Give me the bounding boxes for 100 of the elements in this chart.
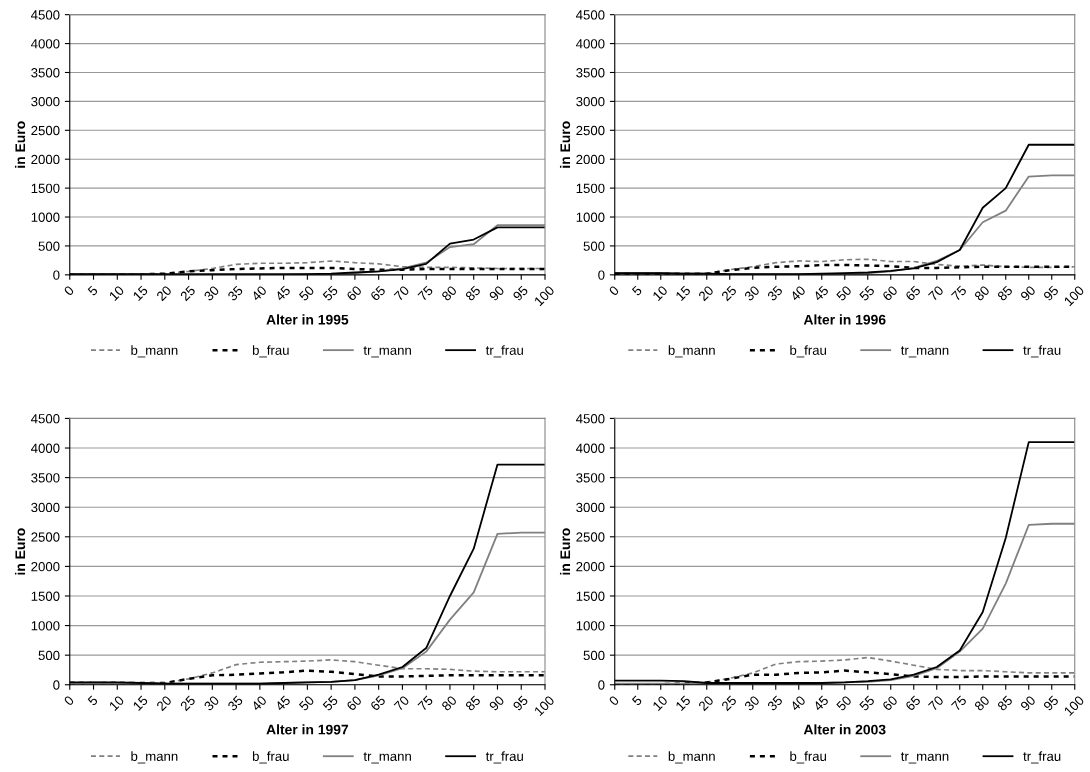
x-tick-label: 65 [369, 695, 386, 712]
x-tick-label: 30 [203, 695, 220, 712]
legend-label: b_mann [668, 751, 715, 764]
y-tick-label: 3000 [31, 502, 60, 513]
x-tick-label: 10 [652, 695, 669, 711]
x-tick-label: 70 [393, 695, 410, 712]
legend-label: b_mann [131, 345, 178, 358]
x-tick-label: 55 [322, 695, 339, 712]
y-tick-label: 500 [583, 650, 605, 661]
x-tick-label: 70 [927, 695, 945, 712]
x-tick-label: 5 [87, 695, 99, 707]
y-axis-title: in Euro [14, 121, 26, 168]
x-tick-label: 100 [1063, 695, 1085, 717]
y-tick-label: 0 [598, 680, 605, 690]
legend-label: tr_frau [485, 751, 523, 764]
y-tick-label: 500 [38, 241, 60, 251]
x-tick-label: 80 [973, 695, 991, 712]
y-tick-label: 3500 [576, 68, 605, 78]
y-tick-label: 4000 [30, 443, 60, 453]
x-tick-label: 55 [858, 285, 876, 302]
y-tick-label: 4500 [30, 10, 60, 20]
x-tick-label: 15 [132, 695, 149, 711]
x-tick-label: 15 [132, 285, 149, 302]
x-tick-label: 60 [346, 285, 363, 302]
y-tick-label: 2500 [31, 532, 60, 542]
y-axis-title: in Euro [559, 121, 571, 168]
x-tick-label: 15 [675, 285, 692, 302]
x-tick-label: 95 [512, 695, 529, 712]
x-tick-label: 85 [464, 285, 482, 302]
y-tick-label: 4500 [30, 413, 60, 424]
legend-label: tr_frau [485, 345, 523, 358]
legend-label: tr_mann [900, 346, 949, 358]
x-tick-label: 40 [789, 285, 807, 302]
x-tick-label: 45 [812, 285, 830, 302]
y-tick-label: 0 [53, 680, 60, 690]
x-tick-label: 45 [812, 695, 830, 712]
x-tick-label: 25 [720, 285, 738, 302]
x-tick-label: 0 [63, 695, 75, 707]
x-tick-label: 75 [417, 695, 434, 712]
x-tick-label: 50 [835, 285, 853, 302]
y-tick-label: 500 [38, 650, 60, 661]
y-tick-label: 3000 [31, 96, 60, 107]
x-tick-label: 25 [179, 695, 196, 712]
x-tick-label: 70 [393, 285, 410, 302]
x-tick-label: 95 [512, 285, 529, 302]
x-tick-label: 35 [766, 285, 784, 302]
y-tick-label: 1500 [31, 183, 60, 194]
x-tick-label: 10 [108, 285, 125, 302]
x-tick-label: 75 [417, 285, 434, 302]
y-tick-label: 1500 [31, 591, 60, 601]
legend-label: tr_frau [1023, 345, 1061, 358]
x-tick-label: 0 [608, 285, 620, 297]
y-axis-title: in Euro [559, 528, 571, 575]
x-axis-title: Alter in 2003 [803, 724, 886, 735]
x-tick-label: 40 [250, 695, 268, 712]
x-tick-label: 80 [441, 285, 458, 302]
x-tick-label: 100 [1063, 285, 1085, 307]
x-tick-label: 10 [108, 695, 125, 711]
legend-label: tr_frau [1023, 751, 1061, 764]
x-tick-label: 95 [1042, 285, 1060, 302]
x-tick-label: 35 [227, 695, 244, 712]
legend-label: b_frau [790, 751, 826, 764]
y-tick-label: 1500 [576, 183, 605, 194]
x-tick-label: 5 [87, 285, 99, 297]
y-tick-label: 2500 [576, 532, 605, 542]
x-axis-title: Alter in 1995 [266, 314, 349, 325]
y-tick-label: 2500 [576, 125, 605, 136]
legend-label: tr_mann [363, 752, 411, 764]
legend-label: b_frau [790, 345, 826, 358]
x-tick-label: 85 [996, 695, 1014, 712]
legend-label: tr_mann [900, 752, 949, 764]
x-tick-label: 25 [720, 695, 738, 712]
y-tick-label: 3500 [31, 68, 60, 78]
x-tick-label: 65 [369, 285, 386, 302]
x-tick-label: 5 [631, 695, 643, 707]
y-tick-label: 3000 [576, 502, 605, 513]
y-tick-label: 4000 [575, 39, 605, 49]
x-tick-label: 90 [488, 285, 505, 302]
y-tick-label: 4500 [575, 413, 605, 424]
y-tick-label: 0 [53, 270, 60, 280]
x-tick-label: 20 [697, 285, 715, 302]
x-tick-label: 30 [743, 285, 761, 302]
legend-label: b_mann [131, 751, 178, 764]
legend-label: b_frau [252, 345, 289, 358]
y-tick-label: 3500 [31, 473, 60, 483]
x-axis-title: Alter in 1997 [266, 724, 349, 735]
x-tick-label: 30 [203, 285, 220, 302]
x-tick-label: 35 [227, 285, 244, 302]
x-tick-label: 90 [1019, 285, 1037, 302]
x-tick-label: 50 [835, 695, 853, 712]
x-tick-label: 50 [298, 695, 315, 712]
x-tick-label: 45 [274, 285, 291, 302]
x-tick-label: 90 [1019, 695, 1037, 712]
x-tick-label: 15 [675, 695, 692, 711]
x-tick-label: 25 [179, 285, 196, 302]
x-tick-label: 80 [973, 285, 991, 302]
x-tick-label: 0 [63, 285, 75, 297]
x-tick-label: 35 [766, 695, 784, 712]
x-tick-label: 0 [608, 695, 620, 707]
y-tick-label: 1000 [576, 212, 605, 222]
